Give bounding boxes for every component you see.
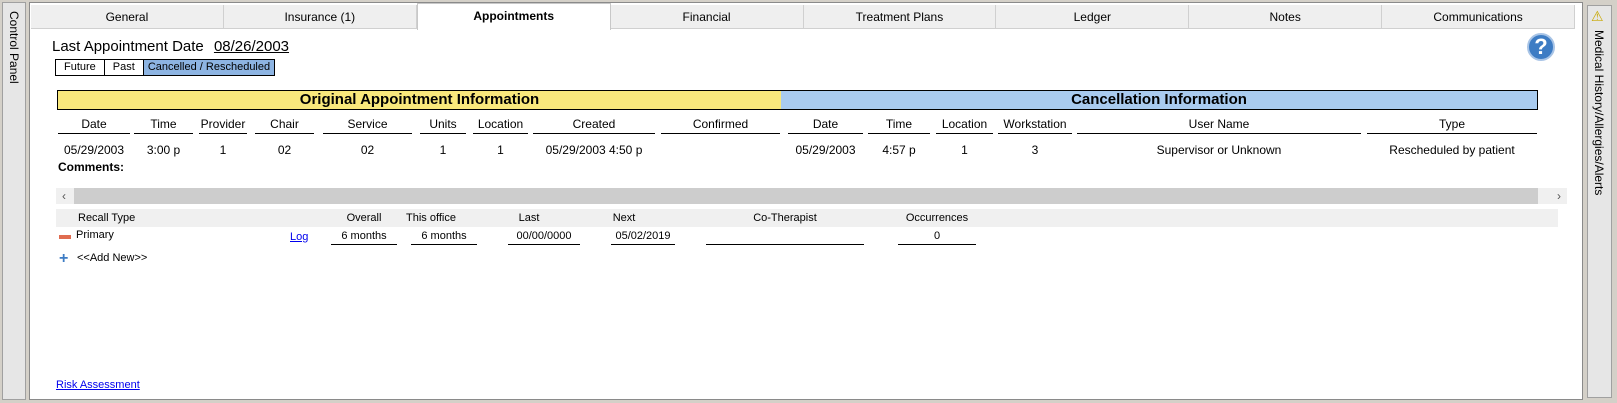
tab-insurance[interactable]: Insurance (1) <box>223 5 417 28</box>
col-units: Units <box>420 117 466 134</box>
col-type: Type <box>1367 117 1537 134</box>
tab-communications[interactable]: Communications <box>1382 5 1575 28</box>
medical-history-panel-toggle[interactable]: ⚠ Medical History/Allergies/Alerts <box>1587 5 1612 398</box>
control-panel-label: Control Panel <box>7 11 21 84</box>
col-user-name: User Name <box>1077 117 1361 134</box>
recall-last-field[interactable]: 00/00/0000 <box>508 229 580 245</box>
val-workstation: 3 <box>1031 143 1039 157</box>
help-icon[interactable]: ? <box>1527 33 1555 61</box>
last-appointment-label: Last Appointment Date <box>52 38 204 55</box>
col-provider: Provider <box>199 117 247 134</box>
comments-label: Comments: <box>58 160 125 174</box>
appointment-filter: Future Past Cancelled / Rescheduled <box>55 59 276 76</box>
recall-col-overall: Overall <box>346 212 382 224</box>
recall-type-primary: Primary <box>76 229 114 241</box>
tab-financial[interactable]: Financial <box>610 5 804 28</box>
add-recall-icon[interactable]: + <box>59 250 69 267</box>
recall-next-field[interactable]: 05/02/2019 <box>611 229 675 245</box>
scroll-left-icon[interactable]: ‹ <box>62 189 66 203</box>
val-chair: 02 <box>277 143 292 157</box>
val-service: 02 <box>360 143 375 157</box>
recall-co-therapist-field[interactable] <box>706 229 864 245</box>
risk-assessment-link[interactable]: Risk Assessment <box>56 379 140 391</box>
last-appointment: Last Appointment Date 08/26/2003 <box>52 38 289 55</box>
filter-cancelled[interactable]: Cancelled / Rescheduled <box>143 60 275 75</box>
recall-log-link[interactable]: Log <box>290 231 309 243</box>
col-service: Service <box>323 117 412 134</box>
tab-treatment-plans[interactable]: Treatment Plans <box>803 5 997 28</box>
col-chair: Chair <box>255 117 314 134</box>
recall-header-row <box>56 209 1558 227</box>
val-type: Rescheduled by patient <box>1389 143 1515 157</box>
tab-appointments[interactable]: Appointments <box>416 3 611 30</box>
control-panel-toggle[interactable]: Control Panel <box>2 2 26 400</box>
scrollbar-thumb[interactable] <box>74 188 1538 204</box>
original-appointment-header: Original Appointment Information <box>57 90 782 110</box>
col-workstation: Workstation <box>998 117 1072 134</box>
tab-ledger[interactable]: Ledger <box>996 5 1190 28</box>
val-location: 1 <box>497 143 504 157</box>
recall-col-type: Recall Type <box>78 212 136 224</box>
filter-future[interactable]: Future <box>56 60 105 75</box>
val-created: 05/29/2003 4:50 p <box>545 143 643 157</box>
horizontal-scrollbar[interactable]: ‹ › <box>56 188 1567 204</box>
col-location: Location <box>473 117 528 134</box>
recall-col-co-therapist: Co-Therapist <box>753 212 817 224</box>
val-time: 3:00 p <box>146 143 181 157</box>
tab-notes[interactable]: Notes <box>1189 5 1383 28</box>
tab-general[interactable]: General <box>31 5 224 28</box>
val-user-name: Supervisor or Unknown <box>1156 143 1282 157</box>
add-new-recall[interactable]: <<Add New>> <box>77 252 148 264</box>
col-cancel-location: Location <box>936 117 993 134</box>
cancellation-header: Cancellation Information <box>781 90 1538 110</box>
recall-col-this-office: This office <box>406 212 456 224</box>
recall-occurrences-field[interactable]: 0 <box>898 229 976 245</box>
tab-bar: General Insurance (1) Appointments Finan… <box>31 3 1575 30</box>
val-provider: 1 <box>219 143 227 157</box>
filter-past[interactable]: Past <box>105 60 144 75</box>
col-created: Created <box>533 117 655 134</box>
val-date: 05/29/2003 <box>63 143 125 157</box>
col-cancel-time: Time <box>868 117 930 134</box>
warning-icon: ⚠ <box>1591 8 1604 24</box>
medical-history-label: Medical History/Allergies/Alerts <box>1592 30 1606 196</box>
val-cancel-time: 4:57 p <box>882 143 916 157</box>
recall-col-next: Next <box>612 212 636 224</box>
val-cancel-date: 05/29/2003 <box>795 143 856 157</box>
col-time: Time <box>134 117 193 134</box>
remove-recall-icon[interactable] <box>59 235 71 239</box>
recall-col-last: Last <box>518 212 540 224</box>
val-units: 1 <box>439 143 447 157</box>
last-appointment-date[interactable]: 08/26/2003 <box>213 38 290 55</box>
col-cancel-date: Date <box>788 117 863 134</box>
val-cancel-location: 1 <box>961 143 968 157</box>
col-confirmed: Confirmed <box>661 117 780 134</box>
col-date: Date <box>58 117 130 134</box>
scroll-right-icon[interactable]: › <box>1557 189 1561 203</box>
recall-this-office-field[interactable]: 6 months <box>411 229 477 245</box>
recall-overall-field[interactable]: 6 months <box>331 229 397 245</box>
recall-col-occurrences: Occurrences <box>905 212 969 224</box>
